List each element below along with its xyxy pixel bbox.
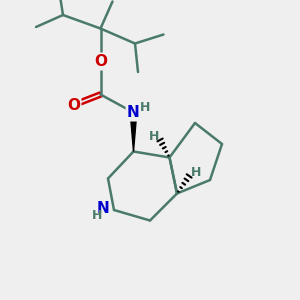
Text: H: H — [140, 100, 150, 114]
Text: H: H — [191, 166, 201, 179]
Polygon shape — [130, 112, 137, 152]
Text: N: N — [97, 201, 110, 216]
Text: O: O — [94, 54, 107, 69]
Text: H: H — [92, 209, 102, 222]
Text: H: H — [148, 130, 159, 143]
Text: O: O — [67, 98, 80, 112]
Text: N: N — [127, 105, 140, 120]
